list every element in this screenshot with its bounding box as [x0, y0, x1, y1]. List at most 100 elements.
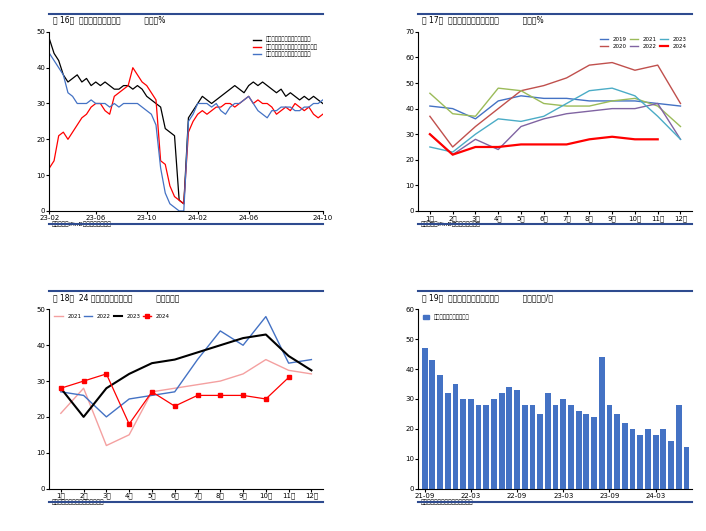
2020 — [539, 82, 548, 89]
Bar — [568, 405, 574, 489]
Bar — [676, 405, 682, 489]
2019 — [608, 98, 616, 104]
Legend: 委内瑞拉原油出口至中国: 委内瑞拉原油出口至中国 — [421, 312, 472, 322]
2019 — [471, 116, 479, 122]
2023 — [630, 92, 639, 99]
Bar — [468, 399, 474, 489]
2023 — [56, 385, 65, 391]
Legend: 2021, 2022, 2023, 2024: 2021, 2022, 2023, 2024 — [52, 312, 172, 322]
Text: 数据来源：彭博、海通期货研究所: 数据来源：彭博、海通期货研究所 — [421, 499, 473, 505]
2022 — [262, 313, 270, 320]
2020 — [426, 113, 434, 119]
Line: 2019: 2019 — [430, 96, 681, 119]
2022 — [56, 389, 65, 395]
Bar — [514, 390, 520, 489]
2022 — [494, 147, 503, 153]
2023 — [494, 116, 503, 122]
2019 — [654, 100, 662, 107]
Bar — [530, 405, 535, 489]
Bar — [638, 435, 643, 489]
2023 — [426, 144, 434, 150]
2019 — [563, 95, 571, 101]
2021 — [170, 385, 179, 391]
2021 — [239, 371, 247, 377]
2023 — [79, 414, 88, 420]
2023 — [170, 356, 179, 363]
2023 — [585, 88, 594, 94]
2023 — [239, 335, 247, 341]
2019 — [426, 103, 434, 109]
2022 — [448, 151, 457, 158]
Legend: 2019, 2020, 2021, 2022, 2023, 2024: 2019, 2020, 2021, 2022, 2023, 2024 — [598, 35, 689, 51]
2024 — [608, 134, 616, 140]
2022 — [307, 356, 316, 363]
2022 — [630, 106, 639, 112]
Text: 图 17：  中国石油沥青装置开工率          单位：%: 图 17： 中国石油沥青装置开工率 单位：% — [422, 15, 544, 24]
2021 — [448, 110, 457, 117]
2022 — [608, 106, 616, 112]
2019 — [494, 98, 503, 104]
2020 — [608, 59, 616, 66]
2021 — [262, 356, 270, 363]
2023 — [216, 342, 225, 348]
2024 — [494, 144, 503, 150]
2019 — [517, 92, 525, 99]
2022 — [563, 110, 571, 117]
Line: 2020: 2020 — [430, 63, 681, 147]
Bar — [506, 387, 513, 489]
Legend: 防水卷材：开工率：中国（周）, 道路改性沥青：开工率：中国（周）, 橡胶鞋材：开工率：中国（周）: 防水卷材：开工率：中国（周）, 道路改性沥青：开工率：中国（周）, 橡胶鞋材：开… — [251, 35, 320, 59]
Bar — [606, 405, 612, 489]
2019 — [448, 106, 457, 112]
2021 — [148, 389, 156, 395]
Bar — [522, 405, 527, 489]
Text: 图 19：  委内瑞拉原油出口至中国          单位：万桶/天: 图 19： 委内瑞拉原油出口至中国 单位：万桶/天 — [422, 293, 553, 302]
Bar — [453, 384, 458, 489]
2024 — [426, 131, 434, 138]
2021 — [563, 103, 571, 109]
Bar — [653, 435, 659, 489]
2019 — [676, 103, 685, 109]
Line: 2022: 2022 — [430, 104, 681, 155]
2022 — [539, 116, 548, 122]
2023 — [307, 367, 316, 373]
2021 — [539, 100, 548, 107]
Text: 数据来源：iFinD、海通期货研究所: 数据来源：iFinD、海通期货研究所 — [52, 221, 112, 227]
Bar — [614, 414, 620, 489]
2020 — [494, 106, 503, 112]
2022 — [585, 108, 594, 114]
Bar — [591, 417, 597, 489]
2021 — [654, 103, 662, 109]
2021 — [517, 88, 525, 94]
Bar — [668, 441, 674, 489]
Bar — [599, 357, 604, 489]
2024 — [471, 144, 479, 150]
2023 — [563, 100, 571, 107]
Bar — [460, 399, 466, 489]
2021 — [56, 410, 65, 416]
2022 — [170, 389, 179, 395]
2021 — [307, 371, 316, 377]
2023 — [517, 118, 525, 125]
Line: 2024: 2024 — [59, 372, 290, 426]
2024 — [448, 151, 457, 158]
2022 — [471, 136, 479, 142]
2023 — [448, 149, 457, 155]
2024 — [170, 403, 179, 409]
Text: 图 16：  不同市场需求开工率          单位：%: 图 16： 不同市场需求开工率 单位：% — [53, 15, 165, 24]
2020 — [563, 75, 571, 81]
Bar — [576, 411, 582, 489]
Bar — [429, 360, 435, 489]
Bar — [583, 414, 590, 489]
2024 — [216, 392, 225, 399]
Bar — [545, 393, 551, 489]
2019 — [539, 95, 548, 101]
2023 — [148, 360, 156, 366]
Line: 2021: 2021 — [61, 359, 311, 446]
2023 — [262, 331, 270, 338]
2021 — [426, 90, 434, 97]
2019 — [630, 98, 639, 104]
2023 — [676, 136, 685, 142]
2020 — [654, 62, 662, 68]
Bar — [645, 429, 651, 489]
2021 — [585, 103, 594, 109]
